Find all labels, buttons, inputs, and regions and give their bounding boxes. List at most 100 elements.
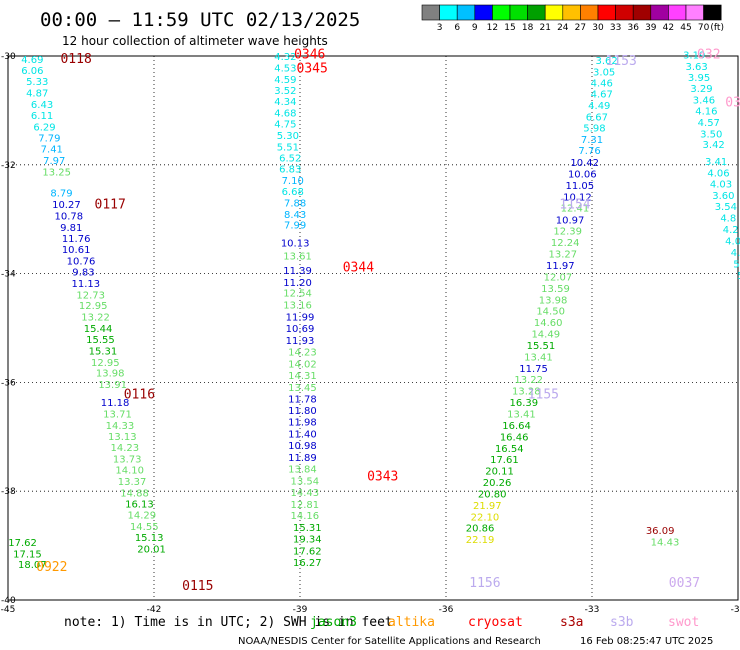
wave-height-point: 13.84 [288,464,317,475]
wave-height-point: 15.44 [84,324,113,335]
wave-height-point: 12.24 [551,238,580,249]
wave-height-point: 12.95 [79,301,108,312]
wave-height-point: 4.68 [274,109,296,120]
wave-height-point: 11.80 [288,406,317,417]
x-tick-label: -33 [585,605,600,615]
wave-height-point: 13.54 [291,476,320,487]
wave-height-point: 17.62 [293,547,322,558]
wave-height-point: 11.78 [288,394,317,405]
wave-height-point: 22.10 [471,512,500,523]
wave-height-point: 3.42 [703,140,725,151]
y-tick-label: -40 [1,596,16,606]
wave-height-point: 13.73 [113,455,142,466]
wave-height-point: 13.37 [118,477,147,488]
wave-height-point: 5.30 [277,131,299,142]
pass-time-label: 0922 [36,560,67,575]
wave-height-point: 6.11 [31,111,53,122]
footer-timestamp: 16 Feb 08:25:47 UTC 2025 [580,636,713,647]
wave-height-point: 4.16 [695,106,717,117]
wave-height-point: 11.18 [101,398,130,409]
legend-entry-cryosat: cryosat [468,615,523,630]
color-scale-swatch [456,4,476,21]
color-scale-label: 12 [487,23,498,33]
wave-height-point: 4.34 [274,97,296,108]
color-scale-swatch [421,4,440,21]
wave-height-point: 14.10 [115,466,144,477]
wave-height-point: 13.61 [283,252,312,263]
wave-height-point: 14.60 [534,318,563,329]
y-tick-label: -30 [1,52,16,62]
chart-subtitle: 12 hour collection of altimeter wave hei… [62,34,328,48]
wave-height-point: 10.27 [52,200,81,211]
wave-height-point: 3.46 [693,96,715,107]
wave-height-point: 7.79 [38,134,60,145]
color-scale-label: 39 [645,23,657,33]
wave-height-point: 13.91 [98,380,127,391]
wave-height-point: 6.67 [586,112,608,123]
color-scale-label: 6 [454,23,460,33]
wave-height-point: 20.26 [483,478,512,489]
wave-height-point: 20.11 [485,467,514,478]
wave-height-point: 10.13 [281,239,310,250]
wave-height-point: 16.39 [510,398,539,409]
color-scale-label: 30 [592,23,604,33]
color-scale-label: 36 [627,23,639,33]
wave-height-point: 4.75 [274,120,296,131]
y-tick-label: -34 [1,270,16,280]
wave-height-point: 6.52 [279,153,301,164]
wave-height-point: 13.13 [108,432,137,443]
x-tick-label: -39 [293,605,308,615]
pass-time-label: 0116 [124,387,155,402]
wave-height-point: 4.32 [274,52,296,63]
wave-height-point: 7.31 [581,135,603,146]
wave-height-point: 6.83 [279,165,301,176]
wave-height-point: 10.06 [568,170,597,181]
wave-height-point: 5 [737,271,740,282]
wave-height-point: 13.22 [514,375,543,386]
wave-height-point: 10.98 [288,441,317,452]
wave-height-point: 20.01 [137,544,166,555]
wave-height-point: 20.86 [466,524,495,535]
wave-height-point: 4.06 [707,169,729,180]
wave-height-point: 9.81 [60,223,82,234]
wave-height-point: 10.76 [67,257,96,268]
plot-frame [7,55,739,601]
pass-time-label: 1155 [528,387,559,402]
wave-height-point: 4.53 [274,64,296,75]
wave-height-point: 12.39 [553,227,582,238]
wave-height-point: 18.07 [18,560,47,571]
wave-height-point: 4.0 [725,237,740,248]
color-scale-label: 45 [680,23,691,33]
color-scale-swatch [527,4,546,21]
wave-height-point: 6.43 [31,100,53,111]
wave-height-point: 12.81 [291,500,320,511]
wave-height-point: 3.05 [593,67,615,78]
color-scale-label: 33 [610,23,621,33]
wave-height-point: 13.98 [539,295,568,306]
wave-height-point: 13.16 [283,301,312,312]
wave-height-point: 8.79 [50,189,72,200]
wave-height-point: 14.33 [106,421,135,432]
color-scale-label: 18 [522,23,534,33]
wave-height-point: 10.61 [62,245,91,256]
wave-height-point: 5.98 [583,123,605,134]
color-scale-swatch [474,4,493,21]
wave-height-point: 36.09 [646,526,675,537]
y-tick-label: -36 [1,378,16,388]
wave-height-point: 12.41 [561,203,590,214]
wave-height-point: 13.59 [541,284,570,295]
wave-height-point: 22.19 [466,535,495,546]
wave-height-point: 20.80 [478,489,507,500]
wave-height-point: 7.88 [284,198,306,209]
wave-height-point: 4. [731,248,740,259]
x-tick-label: -36 [439,605,454,615]
wave-height-point: 10.42 [570,158,599,169]
pass-time-label: 0345 [297,62,328,77]
pass-time-label: 0037 [669,576,700,591]
wave-height-point: 12.07 [544,272,573,283]
pass-time-label: 0343 [367,470,398,485]
wave-height-point: 11.20 [283,278,312,289]
wave-height-point: 6.29 [33,122,55,133]
wave-height-point: 12.95 [91,358,120,369]
wave-height-point: 7.10 [282,176,304,187]
